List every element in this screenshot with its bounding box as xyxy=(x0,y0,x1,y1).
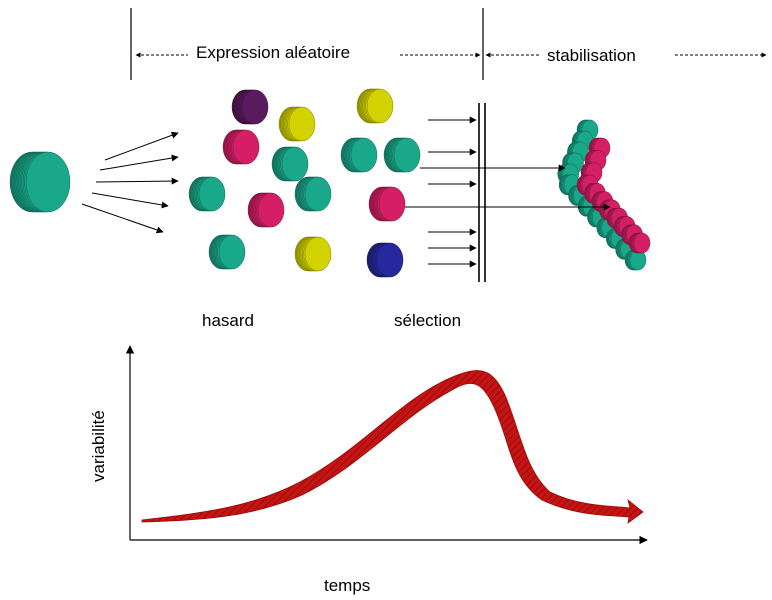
random-cell-icon xyxy=(208,234,246,270)
selection-cell-icon xyxy=(340,137,378,173)
arrow-icon xyxy=(91,192,169,209)
selection-label: sélection xyxy=(394,311,461,330)
y-axis-label: variabilité xyxy=(89,410,108,482)
variability-curve xyxy=(141,370,644,524)
pass-through-arrows xyxy=(405,164,611,211)
source-arrows xyxy=(81,131,179,234)
stabilised-cell-icon xyxy=(624,249,647,271)
selection-cell-icon xyxy=(366,242,404,278)
random-cell-icon xyxy=(294,176,332,212)
x-axis-label: temps xyxy=(324,576,370,595)
arrow-icon xyxy=(81,203,164,234)
arrow-icon xyxy=(95,177,179,185)
random-cell-icon xyxy=(271,146,309,182)
stabilised-cell-icon xyxy=(628,232,651,254)
random-cell-icon xyxy=(278,106,316,142)
random-cell-icon xyxy=(247,192,285,228)
source-cell-icon xyxy=(9,151,71,213)
cells-layer xyxy=(9,88,651,278)
selection-cell-icon xyxy=(368,186,406,222)
arrow-icon xyxy=(99,154,179,171)
arrow-icon xyxy=(104,131,179,161)
graph-axes: variabilité temps xyxy=(89,345,648,595)
selection-cell-icon xyxy=(383,137,421,173)
random-cell-icon xyxy=(231,89,269,125)
variability-ribbon xyxy=(141,370,644,524)
hasard-label: hasard xyxy=(202,311,254,330)
selection-barrier-icon xyxy=(478,103,486,282)
random-cell-icon xyxy=(222,129,260,165)
stabilisation-label: stabilisation xyxy=(547,46,636,65)
random-cell-icon xyxy=(294,236,332,272)
expression-label: Expression aléatoire xyxy=(196,43,350,62)
selection-cell-icon xyxy=(356,88,394,124)
timeline-header: Expression aléatoire stabilisation xyxy=(130,8,767,80)
random-cell-icon xyxy=(188,176,226,212)
barrier-arrows xyxy=(428,116,477,268)
